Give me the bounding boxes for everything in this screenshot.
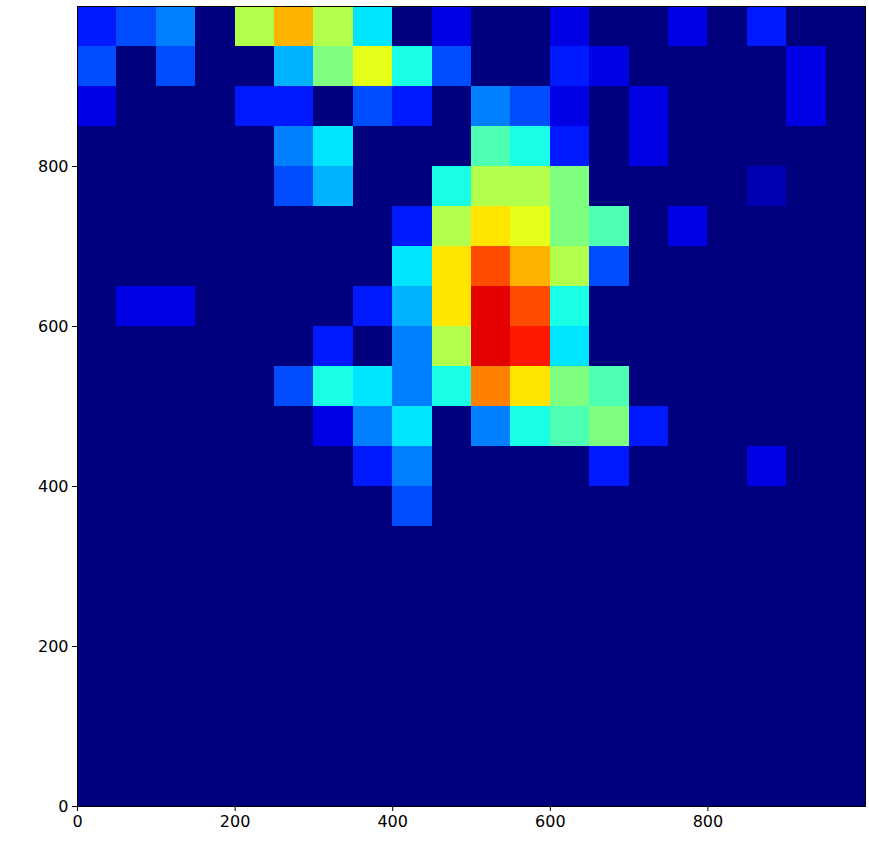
svg-text:800: 800	[38, 157, 69, 176]
svg-text:0: 0	[58, 797, 68, 816]
svg-text:600: 600	[535, 812, 566, 831]
svg-text:400: 400	[38, 477, 69, 496]
svg-text:200: 200	[38, 637, 69, 656]
svg-text:800: 800	[693, 812, 724, 831]
svg-text:200: 200	[220, 812, 251, 831]
svg-text:600: 600	[38, 317, 69, 336]
svg-text:0: 0	[72, 812, 82, 831]
svg-text:400: 400	[377, 812, 408, 831]
